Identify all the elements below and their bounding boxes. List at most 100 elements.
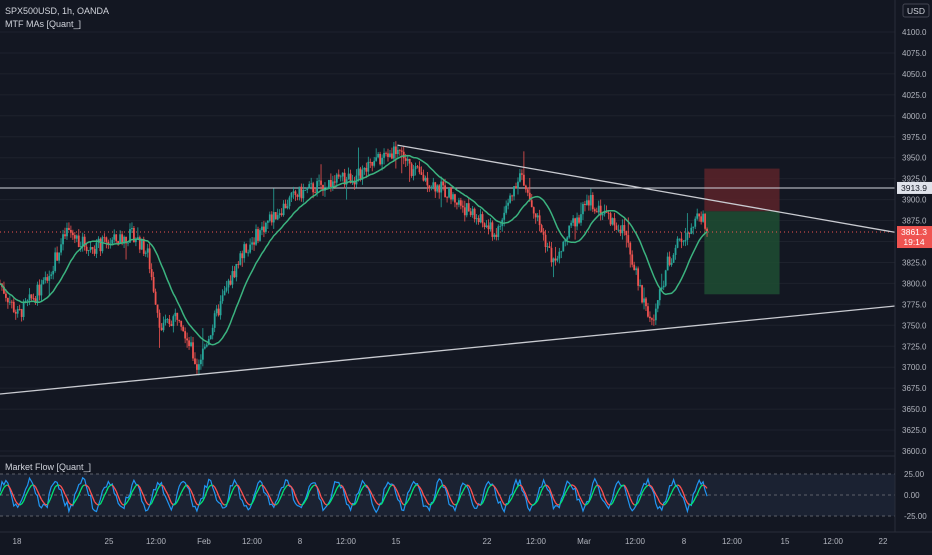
candle-body (295, 191, 297, 195)
candle-body (273, 212, 275, 222)
candle-body (381, 158, 383, 164)
candle-body (143, 239, 145, 254)
oscillator-legend[interactable]: Market Flow [Quant_] (5, 462, 91, 472)
indicator-legend[interactable]: MTF MAs [Quant_] (5, 19, 81, 29)
candle-body (33, 298, 35, 299)
oscillator-signal-segment (98, 504, 100, 505)
symbol-legend[interactable]: SPX500USD, 1h, OANDA (5, 6, 109, 16)
candle-body (405, 158, 407, 161)
candle-body (553, 258, 555, 262)
candle-body (686, 233, 688, 240)
candle-body (403, 152, 405, 158)
candle-body (31, 294, 33, 298)
candle-body (692, 227, 694, 228)
candle-body (446, 197, 448, 198)
price-tick-label: 4025.0 (902, 91, 927, 100)
candle-body (649, 317, 651, 319)
candle-body (426, 178, 428, 186)
osc-tick-label: -25.00 (904, 512, 927, 521)
candle-body (308, 184, 310, 188)
oscillator-signal-segment (404, 504, 406, 505)
candle-body (48, 276, 50, 281)
candle-body (259, 230, 261, 241)
candle-body (76, 236, 78, 239)
candle-body (588, 200, 590, 205)
candle-body (369, 162, 371, 163)
candle-body (375, 157, 377, 161)
candle-body (68, 228, 70, 230)
candle-body (440, 182, 442, 193)
candle-body (566, 237, 568, 239)
candle-body (383, 153, 385, 158)
candle-body (155, 292, 157, 305)
candle-body (543, 232, 545, 235)
candle-body (627, 235, 629, 243)
candle-body (468, 203, 470, 211)
candle-body (289, 197, 291, 206)
candle-body (503, 213, 505, 220)
candle-body (474, 209, 476, 219)
candle-body (255, 229, 257, 245)
time-tick-label: 18 (13, 537, 22, 546)
candle-body (241, 253, 243, 258)
candle-body (56, 252, 58, 260)
candle-body (224, 291, 226, 296)
candle-body (60, 244, 62, 252)
candle-body (425, 178, 427, 181)
oscillator-signal-segment (301, 504, 303, 505)
price-tick-label: 3800.0 (902, 279, 927, 288)
oscillator-signal-segment (299, 504, 301, 505)
time-tick-label: 12:00 (823, 537, 844, 546)
candle-body (696, 213, 698, 218)
candle-body (214, 313, 216, 328)
candle-body (411, 164, 413, 176)
candle-body (338, 175, 340, 177)
candle-body (665, 270, 667, 285)
candle-body (584, 204, 586, 205)
candle-body (393, 146, 395, 158)
candle-body (523, 175, 525, 186)
candle-body (336, 175, 338, 183)
candle-body (596, 211, 598, 212)
candle-body (639, 285, 641, 286)
price-tick-label: 3975.0 (902, 133, 927, 142)
candle-body (149, 248, 151, 269)
candle-body (11, 302, 13, 303)
price-tick-label: 3900.0 (902, 196, 927, 205)
candle-body (497, 226, 499, 237)
candle-body (92, 247, 94, 249)
candle-body (539, 215, 541, 225)
candle-body (582, 204, 584, 214)
candle-body (330, 180, 332, 187)
time-tick-label: 22 (879, 537, 888, 546)
candle-body (19, 309, 21, 310)
oscillator-signal-segment (173, 504, 175, 505)
candle-body (237, 264, 239, 265)
osc-tick-label: 0.00 (904, 491, 920, 500)
candle-body (560, 251, 562, 252)
candle-body (243, 244, 245, 258)
candle-body (533, 207, 535, 213)
price-tick-label: 4075.0 (902, 49, 927, 58)
candle-body (298, 187, 300, 197)
candle-body (541, 225, 543, 232)
osc-tick-label: 25.00 (904, 470, 925, 479)
candle-body (145, 253, 147, 254)
candle-body (304, 190, 306, 191)
candle-body (40, 284, 42, 295)
candle-body (551, 248, 553, 262)
currency-button[interactable]: USD (903, 4, 929, 17)
candle-body (452, 194, 454, 199)
position-zone[interactable] (704, 169, 779, 295)
candle-body (655, 309, 657, 321)
candle-body (165, 319, 167, 322)
take-profit-zone[interactable] (704, 211, 779, 294)
candle-body (253, 242, 255, 244)
candle-body (342, 173, 344, 177)
candle-body (592, 195, 594, 209)
candle-body (111, 240, 113, 244)
price-tick-label: 4000.0 (902, 112, 927, 121)
candle-body (141, 239, 143, 250)
